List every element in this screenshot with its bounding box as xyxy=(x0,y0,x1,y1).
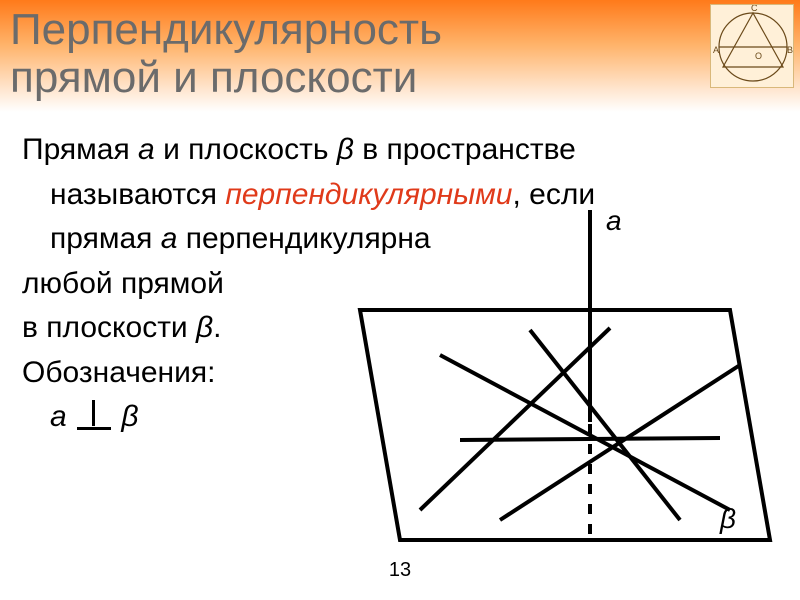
txt: в пространстве xyxy=(354,133,576,166)
label-a: a xyxy=(606,210,622,236)
txt: любой прямой xyxy=(22,267,224,300)
notation-label: Обозначения: xyxy=(22,356,215,389)
plane-beta xyxy=(360,310,770,540)
svg-text:O: O xyxy=(755,51,762,61)
var-a: a xyxy=(161,222,178,255)
var-beta: β xyxy=(337,133,354,166)
svg-text:A: A xyxy=(713,45,719,55)
title-line-1: Перпендикулярность xyxy=(10,5,442,54)
perpendicular-symbol xyxy=(77,404,111,430)
keyword-perpendicular: перпендикулярными xyxy=(225,178,512,211)
page-title: Перпендикулярность прямой и плоскости xyxy=(10,6,442,103)
diagram-svg: a β xyxy=(300,210,780,570)
txt: называются xyxy=(50,178,225,211)
plane-line xyxy=(460,438,720,440)
plane-line xyxy=(420,328,610,510)
var-beta: β xyxy=(196,311,213,344)
var-a: a xyxy=(138,133,155,166)
notation-a: a xyxy=(50,400,67,433)
plane-line xyxy=(440,355,730,510)
notation-beta: β xyxy=(121,400,138,433)
txt: прямая xyxy=(50,222,161,255)
label-beta: β xyxy=(719,503,736,534)
txt: и плоскость xyxy=(155,133,337,166)
txt: , если xyxy=(512,178,595,211)
page-number: 13 xyxy=(0,559,800,582)
svg-text:C: C xyxy=(751,5,758,13)
txt: Прямая xyxy=(22,133,138,166)
txt: . xyxy=(213,311,221,344)
icon-triangle xyxy=(723,13,783,67)
title-line-2: прямой и плоскости xyxy=(10,53,417,102)
perpendicular-diagram: a β xyxy=(300,210,780,570)
plane-line xyxy=(530,330,680,520)
txt: в плоскости xyxy=(22,311,196,344)
svg-text:B: B xyxy=(787,45,793,55)
corner-geometry-icon: C A B O xyxy=(710,4,794,88)
lines-in-plane xyxy=(420,328,740,520)
